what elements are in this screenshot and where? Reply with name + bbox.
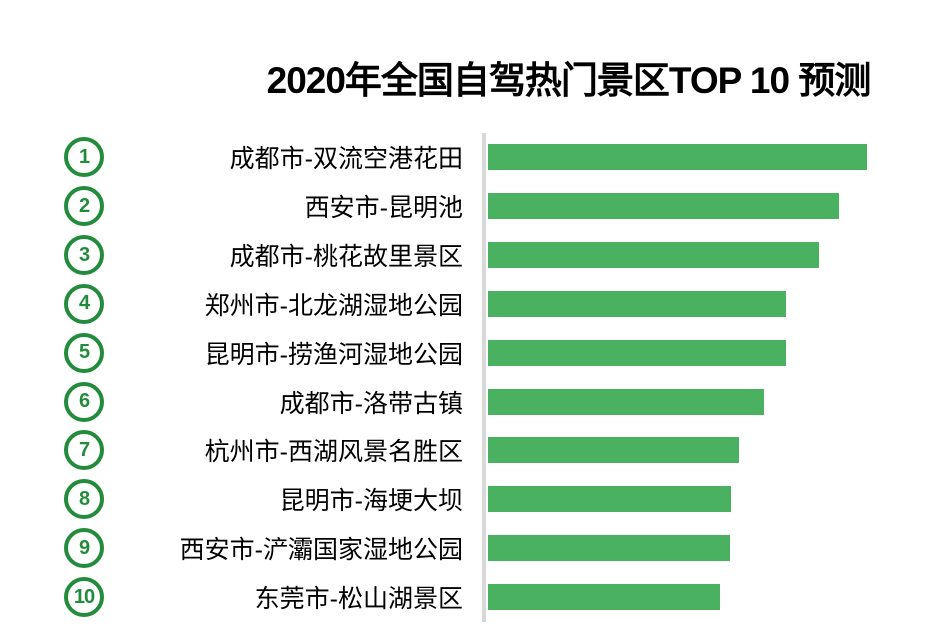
rank-badge: 4	[64, 283, 104, 324]
rank-badge: 6	[64, 381, 104, 422]
chart-row: 8 昆明市-海埂大坝	[0, 475, 927, 524]
rank-number: 9	[78, 536, 90, 559]
bar	[488, 437, 740, 464]
category-label: 东莞市-松山湖景区	[254, 585, 463, 614]
bar-track	[488, 584, 927, 611]
chart-row: 2 西安市-昆明池	[0, 182, 927, 231]
chart-title: 2020年全国自驾热门景区TOP 10 预测	[266, 60, 872, 101]
bar-track	[488, 290, 927, 317]
bar	[488, 486, 732, 513]
rank-number: 1	[78, 145, 90, 168]
bar-track	[488, 144, 927, 171]
category-label: 成都市-桃花故里景区	[229, 243, 463, 272]
rank-badge: 9	[64, 528, 104, 569]
rank-badge: 7	[64, 430, 104, 471]
rank-badge: 10	[64, 577, 104, 618]
rank-number: 8	[78, 487, 90, 510]
rank-number: 7	[78, 438, 90, 461]
bar	[488, 339, 787, 366]
chart-row: 4 郑州市-北龙湖湿地公园	[0, 280, 927, 329]
bar-track	[488, 535, 927, 562]
bar	[488, 584, 721, 611]
rank-number: 5	[78, 341, 90, 364]
rank-number: 2	[78, 194, 90, 217]
chart-row: 3 成都市-桃花故里景区	[0, 231, 927, 280]
category-label: 西安市-昆明池	[304, 194, 463, 223]
rank-badge: 2	[64, 186, 104, 227]
category-label: 郑州市-北龙湖湿地公园	[204, 291, 463, 320]
chart-row: 1 成都市-双流空港花田	[0, 133, 927, 182]
rank-badge: 1	[64, 137, 104, 178]
bar	[488, 193, 840, 220]
bar	[488, 242, 819, 269]
rank-badge: 3	[64, 235, 104, 276]
bar-track	[488, 339, 927, 366]
bar	[488, 290, 787, 317]
chart-row: 6 成都市-洛带古镇	[0, 377, 927, 426]
rank-badge: 5	[64, 332, 104, 373]
category-label: 成都市-双流空港花田	[229, 145, 463, 174]
chart-row: 9 西安市-浐灞国家湿地公园	[0, 524, 927, 573]
axis-baseline	[482, 133, 486, 622]
bar	[488, 144, 867, 171]
bar-track	[488, 388, 927, 415]
rank-number: 10	[73, 585, 95, 608]
category-label: 昆明市-捞渔河湿地公园	[204, 340, 463, 369]
bar-track	[488, 193, 927, 220]
bar-track	[488, 437, 927, 464]
bar-track	[488, 242, 927, 269]
chart-row: 10 东莞市-松山湖景区	[0, 573, 927, 622]
bar-track	[488, 486, 927, 513]
category-label: 成都市-洛带古镇	[279, 389, 463, 418]
rank-number: 4	[78, 292, 90, 315]
bar	[488, 535, 730, 562]
rank-badge: 8	[64, 479, 104, 520]
bar	[488, 388, 764, 415]
rank-number: 3	[78, 243, 90, 266]
chart-row: 5 昆明市-捞渔河湿地公园	[0, 328, 927, 377]
category-label: 昆明市-海埂大坝	[279, 487, 463, 516]
category-label: 西安市-浐灞国家湿地公园	[179, 536, 463, 565]
category-label: 杭州市-西湖风景名胜区	[204, 438, 463, 467]
bar-rows: 1 成都市-双流空港花田 2 西安市-昆明池 3 成都市-桃花故里景区 4 郑州…	[0, 133, 927, 621]
rank-number: 6	[78, 390, 90, 413]
chart-row: 7 杭州市-西湖风景名胜区	[0, 426, 927, 475]
